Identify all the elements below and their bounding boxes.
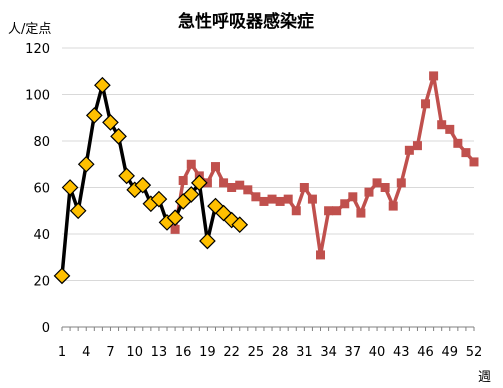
data-point <box>372 178 382 188</box>
data-point <box>199 232 216 250</box>
data-point <box>53 267 71 285</box>
data-point <box>102 114 119 131</box>
x-tick-label: 16 <box>175 345 192 360</box>
series-group <box>53 71 479 285</box>
x-tick-label: 10 <box>126 345 143 360</box>
data-point <box>469 157 479 167</box>
data-point <box>231 216 249 234</box>
data-point <box>461 148 471 158</box>
data-point <box>445 124 455 134</box>
x-axis-unit-label: 週 <box>478 370 491 385</box>
data-point <box>340 199 350 209</box>
x-tick-label: 13 <box>151 345 168 360</box>
y-tick-label: 0 <box>42 321 50 336</box>
x-tick-label: 22 <box>223 345 240 360</box>
axes <box>61 326 475 331</box>
y-tick-label: 20 <box>33 275 50 290</box>
data-point <box>388 201 398 211</box>
data-point <box>77 155 95 173</box>
data-point <box>364 187 374 197</box>
data-point <box>85 107 103 124</box>
x-tick-label: 28 <box>272 345 289 360</box>
data-point <box>356 208 366 218</box>
data-point <box>178 176 188 186</box>
data-point <box>110 128 127 145</box>
data-point <box>437 120 447 130</box>
data-point <box>134 176 152 194</box>
data-point <box>170 224 180 234</box>
data-point <box>94 76 111 94</box>
x-tick-label: 52 <box>466 345 483 360</box>
data-point <box>348 192 358 202</box>
y-tick-label: 80 <box>33 135 50 150</box>
data-point <box>307 194 317 204</box>
x-tick-label: 1 <box>58 345 66 360</box>
data-point <box>166 209 184 227</box>
data-point <box>380 183 390 192</box>
data-point <box>324 206 334 216</box>
data-point <box>69 202 87 220</box>
data-point <box>243 185 253 195</box>
x-tick-label: 43 <box>393 345 410 360</box>
data-point <box>412 141 422 151</box>
data-point <box>227 183 237 192</box>
data-point <box>299 183 309 192</box>
y-tick-label: 60 <box>33 182 50 197</box>
x-tick-label: 25 <box>248 345 265 360</box>
data-point <box>291 206 301 216</box>
data-point <box>235 180 245 190</box>
x-tick-label: 49 <box>441 345 458 360</box>
data-point <box>210 162 220 172</box>
y-tick-label: 100 <box>25 89 50 104</box>
data-point <box>429 71 439 81</box>
data-point <box>453 138 463 148</box>
data-point <box>259 196 269 206</box>
chart-title: 急性呼吸器感染症 <box>178 11 314 32</box>
data-point <box>275 196 285 206</box>
x-tick-label: 37 <box>345 345 362 360</box>
x-tick-label: 19 <box>199 345 216 360</box>
x-tick-label: 4 <box>82 345 90 360</box>
data-point <box>421 99 431 109</box>
x-tick-label: 7 <box>106 345 114 360</box>
data-point <box>182 186 200 203</box>
x-tick-label: 31 <box>296 345 313 360</box>
data-point <box>215 204 232 222</box>
data-point <box>190 174 208 192</box>
x-tick-label: 34 <box>320 345 337 360</box>
data-point <box>219 178 229 188</box>
series-1 <box>53 76 249 285</box>
data-point <box>404 145 414 155</box>
data-point <box>332 206 342 216</box>
y-axis-unit-label: 人/定点 <box>8 22 51 37</box>
x-tick-label: 46 <box>417 345 434 360</box>
data-point <box>316 250 326 260</box>
y-tick-label: 120 <box>25 42 50 57</box>
y-tick-label: 40 <box>33 228 50 243</box>
data-point <box>186 159 196 169</box>
x-tick-label: 40 <box>369 345 386 360</box>
data-point <box>396 178 406 188</box>
data-point <box>283 194 293 204</box>
data-point <box>61 179 79 196</box>
data-point <box>118 167 135 185</box>
data-point <box>150 190 168 208</box>
data-point <box>267 194 277 204</box>
series-0 <box>170 71 479 260</box>
tick-labels: 0 20 40 60 80 100 120 1 4 7 10 13 16 19 22 25 28 31 34 37 40… <box>25 42 482 360</box>
data-point <box>251 192 261 202</box>
